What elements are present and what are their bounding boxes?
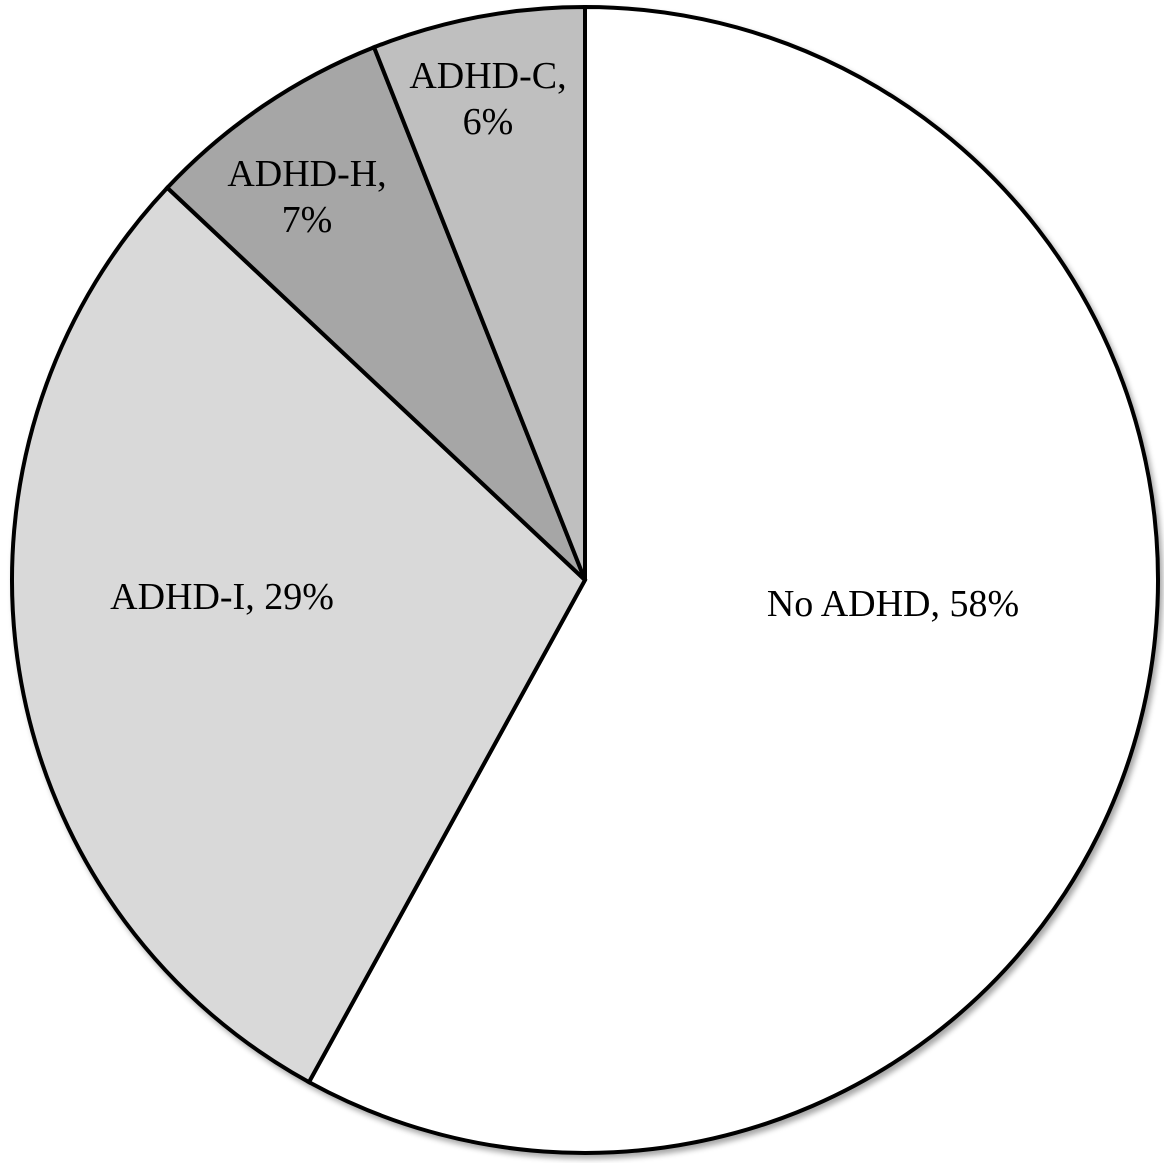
slice-label-line: 6% — [463, 101, 514, 143]
pie-slice-no-adhd — [306, 4, 1160, 1155]
slice-label-line: 7% — [282, 199, 333, 241]
slice-label-line: ADHD-I, 29% — [110, 576, 334, 618]
pie-slices — [10, 4, 1160, 1155]
slice-label-line: ADHD-C, — [409, 55, 566, 97]
slice-label-adhd-h: ADHD-H, 7% — [227, 153, 386, 241]
slice-label-line: ADHD-H, — [227, 153, 386, 195]
slice-label-adhd-c: ADHD-C, 6% — [409, 55, 566, 143]
slice-label-line: No ADHD, 58% — [767, 583, 1019, 625]
pie-slice-adhd-i — [10, 184, 588, 1085]
slice-label-no-adhd: No ADHD, 58% — [767, 583, 1019, 625]
pie-slice-adhd-h — [164, 44, 587, 582]
pie-labels: No ADHD, 58% ADHD-I, 29% ADHD-H, 7% ADHD-C, 6… — [110, 55, 1019, 625]
pie-slice-adhd-c — [371, 4, 587, 581]
slice-label-adhd-i: ADHD-I, 29% — [110, 576, 334, 618]
